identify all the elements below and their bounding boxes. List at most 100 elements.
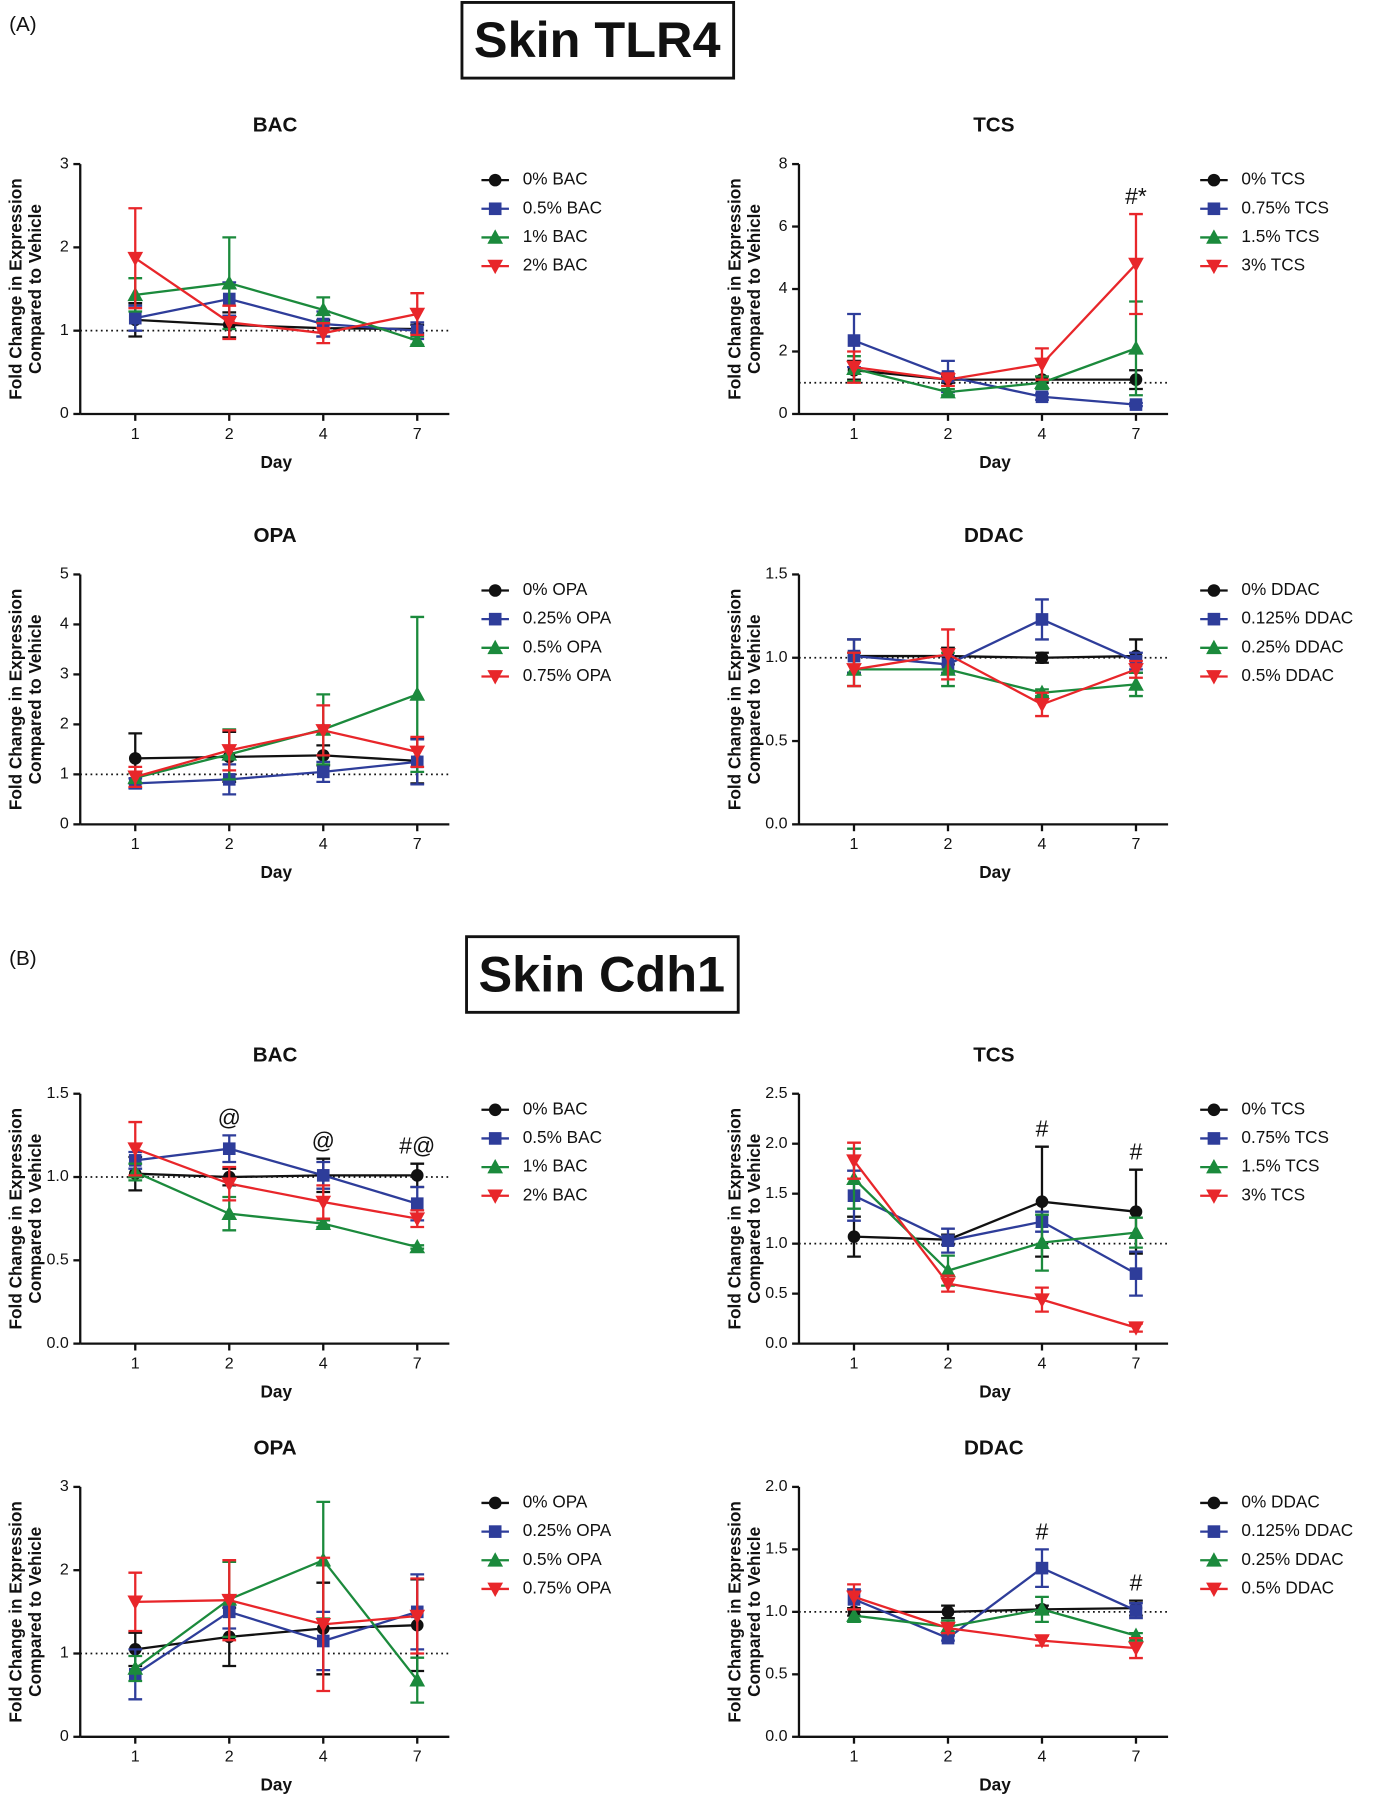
panel-label: (B)	[9, 947, 37, 970]
marker	[1034, 1234, 1050, 1249]
y-axis-label: Fold Change in Expression	[6, 589, 26, 811]
marker	[410, 1197, 424, 1210]
marker	[221, 1593, 238, 1609]
marker	[488, 584, 502, 597]
legend-label: 0% OPA	[523, 579, 588, 599]
chart-title: OPA	[254, 524, 297, 547]
legend-label: 3% TCS	[1241, 1184, 1305, 1204]
marker	[409, 1609, 426, 1625]
x-axis-label: Day	[260, 1381, 292, 1401]
x-axis-label: Day	[260, 452, 292, 472]
marker	[315, 1618, 332, 1633]
legend-label: 0.125% DDAC	[1241, 1520, 1353, 1540]
legend-label: 1.5% TCS	[1241, 226, 1319, 246]
x-tick-label: 4	[319, 1354, 328, 1372]
y-tick-label: 5	[60, 565, 69, 583]
y-tick-label: 2.0	[765, 1477, 787, 1495]
marker	[1035, 390, 1049, 404]
chart: TCS 0.0 0.5 1.0 1.5 2.0 2.5 1 2 4 7 Day Fold Change …	[724, 1043, 1329, 1401]
series-line	[135, 760, 418, 785]
y-tick-label: 2.0	[765, 1134, 787, 1152]
x-tick-label: 7	[1132, 835, 1141, 853]
annotation: #@	[399, 1133, 435, 1159]
legend-label: 0.5% DDAC	[1241, 665, 1334, 685]
marker	[221, 1177, 238, 1192]
x-axis-label: Day	[260, 1775, 292, 1795]
marker	[1207, 612, 1221, 626]
chart: BAC 0.0 0.5 1.0 1.5 1 2 4 7 Day Fold Change in Exp…	[6, 1043, 602, 1401]
x-tick-label: 2	[944, 425, 953, 443]
marker	[128, 752, 142, 765]
series-line	[134, 729, 418, 778]
x-tick-label: 2	[944, 835, 953, 853]
marker	[127, 1660, 144, 1675]
y-tick-label: 0.5	[765, 731, 787, 749]
x-tick-label: 4	[1038, 1354, 1047, 1372]
title-box	[460, 1, 736, 80]
annotation: #*	[1125, 183, 1147, 209]
marker	[1128, 1224, 1144, 1239]
legend-label: 0.125% DDAC	[1241, 608, 1353, 628]
y-tick-label: 1.5	[46, 1084, 68, 1102]
panel-title: Skin Cdh1	[479, 945, 726, 1002]
marker	[1206, 229, 1222, 244]
series-line	[853, 1566, 1137, 1640]
marker	[315, 301, 332, 317]
marker	[127, 1595, 144, 1610]
y-axis-label: Fold Change in Expression	[6, 178, 26, 400]
chart-title: TCS	[973, 1043, 1014, 1066]
x-tick-label: 7	[413, 1354, 422, 1372]
legend-label: 0% DDAC	[1241, 1492, 1319, 1512]
marker	[941, 1605, 955, 1619]
marker	[487, 670, 504, 685]
y-tick-label: 0.5	[46, 1251, 68, 1269]
marker	[1206, 1159, 1222, 1174]
marker	[1129, 1267, 1143, 1280]
x-tick-label: 1	[131, 425, 140, 443]
marker	[1207, 1496, 1221, 1510]
marker	[846, 1154, 862, 1169]
chart: OPA 0 1 2 3 1 2 4 7 Day Fold Change in Expression C…	[6, 1437, 612, 1795]
legend-label: 0.75% TCS	[1241, 1127, 1329, 1147]
marker	[488, 173, 502, 187]
annotation: #	[1130, 1139, 1143, 1165]
legend-label: 0.75% TCS	[1241, 197, 1329, 217]
legend-label: 0% DDAC	[1241, 579, 1319, 599]
marker	[1207, 1103, 1221, 1117]
panel-label: (A)	[9, 13, 37, 36]
marker	[488, 1525, 502, 1538]
y-tick-label: 1.0	[765, 1234, 787, 1252]
y-tick-label: 0.5	[765, 1284, 787, 1302]
legend-label: 0.5% OPA	[523, 636, 603, 656]
series-line	[853, 653, 1137, 706]
marker	[488, 1103, 502, 1117]
y-axis-label: Compared to Vehicle	[744, 204, 764, 374]
series-line	[134, 257, 418, 335]
marker	[1035, 613, 1049, 626]
marker	[487, 229, 504, 244]
marker	[487, 1189, 504, 1204]
legend-label: 0.75% OPA	[523, 1577, 612, 1597]
marker	[940, 384, 956, 399]
series-line	[853, 1177, 1137, 1272]
y-axis-label: Compared to Vehicle	[25, 614, 45, 784]
marker	[1207, 1132, 1221, 1145]
legend-label: 1% BAC	[523, 226, 588, 246]
marker	[127, 251, 144, 267]
chart: OPA 0 1 2 3 4 5 1 2 4 7 Day Fold Change in Expressio…	[6, 524, 612, 882]
y-tick-label: 8	[779, 154, 788, 172]
marker	[409, 307, 426, 323]
legend-label: 1.5% TCS	[1241, 1156, 1319, 1176]
marker	[1128, 1641, 1144, 1657]
series-line	[853, 1194, 1137, 1275]
series-line	[853, 347, 1137, 394]
series-line	[134, 1170, 418, 1249]
marker	[940, 648, 956, 663]
marker	[846, 1607, 862, 1622]
y-tick-label: 2	[60, 715, 69, 733]
y-axis-label: Fold Change in Expression	[724, 1501, 744, 1723]
series-line	[135, 1147, 418, 1205]
series-line	[135, 297, 418, 332]
marker	[487, 259, 504, 275]
